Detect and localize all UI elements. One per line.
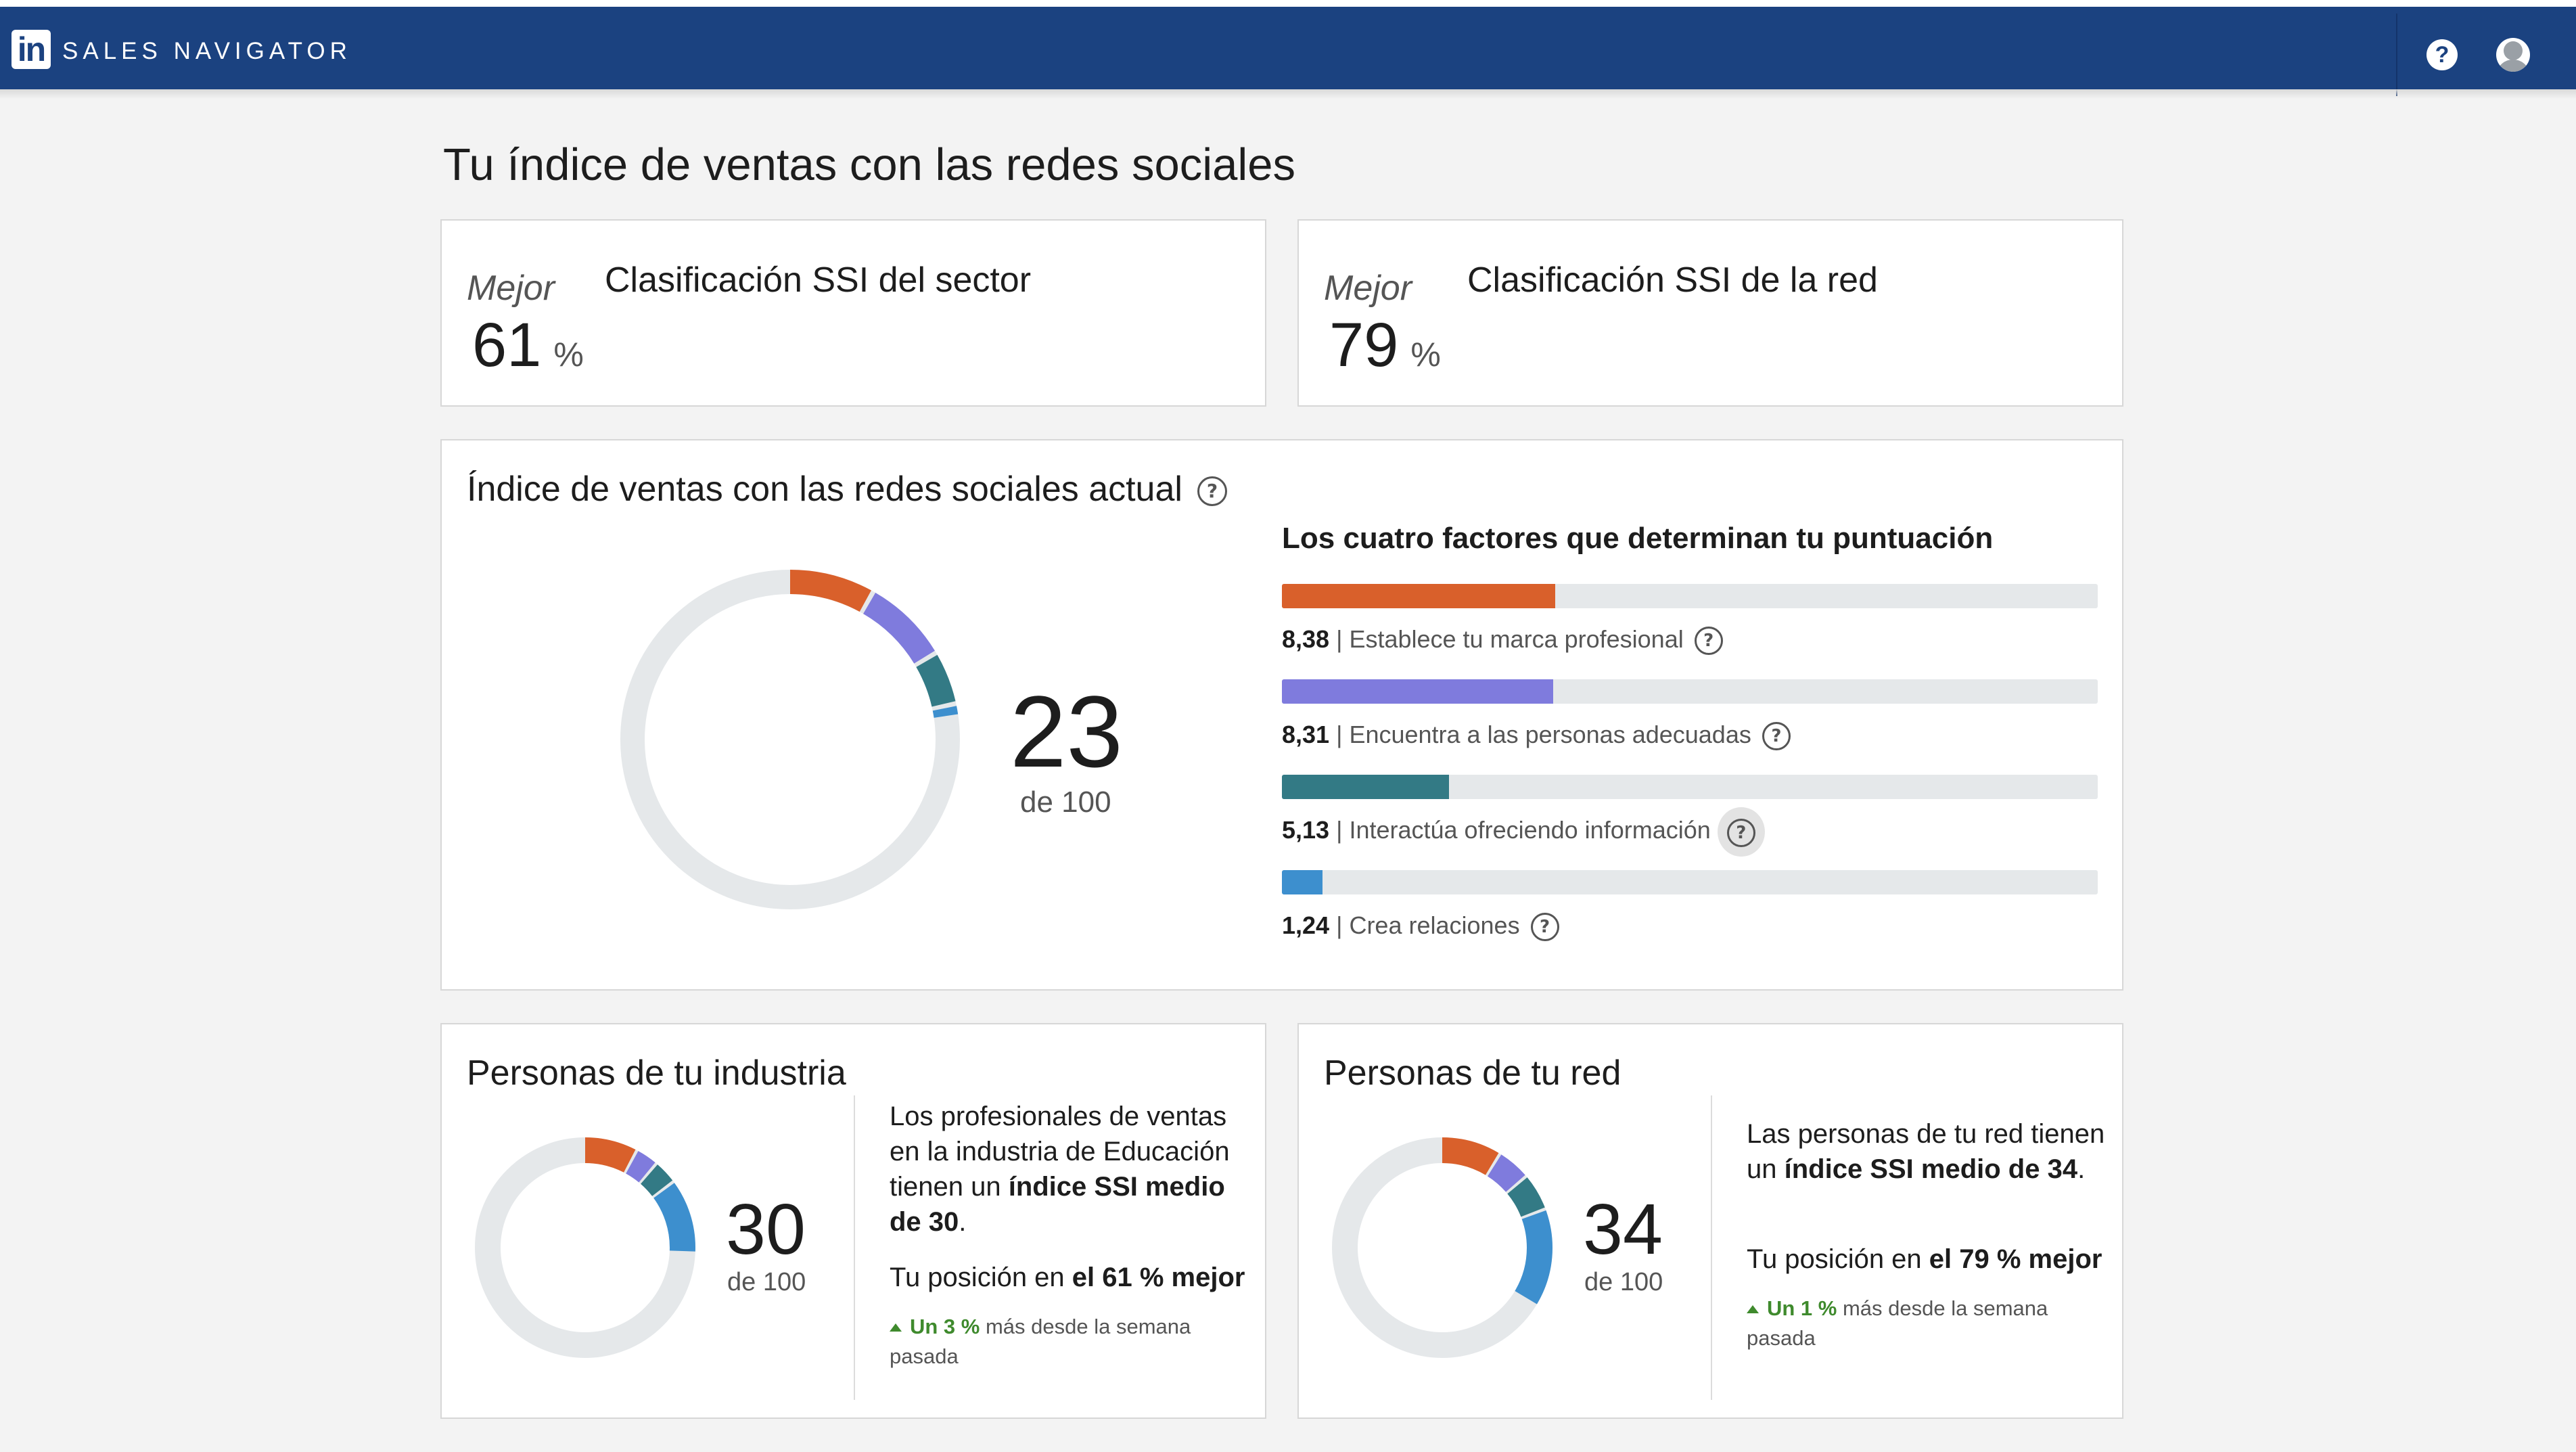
donut-segment-relate <box>475 1137 695 1358</box>
factor-label: 5,13 | Interactúa ofreciendo información… <box>1282 807 2098 857</box>
trend-up-icon <box>1747 1305 1759 1313</box>
network-pos-bold: el 79 % mejor <box>1929 1244 2102 1274</box>
factor-bar-fill <box>1282 584 1556 608</box>
industry-pos-bold: el 61 % mejor <box>1072 1263 1245 1292</box>
factor-name: | Encuentra a las personas adecuadas <box>1336 721 1751 748</box>
industry-score: 30 <box>726 1189 806 1269</box>
industry-trend: Un 3 % más desde la semana pasada <box>890 1312 1241 1371</box>
network-card: Personas de tu red 34 de 100 Las persona… <box>1297 1023 2123 1419</box>
divider <box>854 1095 855 1400</box>
sector-rank-unit: % <box>553 336 584 373</box>
page-title: Tu índice de ventas con las redes social… <box>443 139 1296 190</box>
network-score: 34 <box>1583 1189 1663 1269</box>
divider <box>1711 1095 1712 1400</box>
current-ssi-card: Índice de ventas con las redes sociales … <box>440 439 2123 991</box>
factor-bar-track <box>1282 584 2098 608</box>
factor-brand: 8,38 | Establece tu marca profesional? <box>1282 584 2098 656</box>
nav-shadow <box>0 89 2576 99</box>
ssi-donut-chart <box>620 570 960 909</box>
network-ranking-card: Mejor Clasificación SSI de la red 79% <box>1297 219 2123 407</box>
trend-text: más desde la semana pasada <box>890 1315 1191 1368</box>
sector-ranking-card: Mejor Clasificación SSI del sector 61% <box>440 219 1266 407</box>
factor-find: 8,31 | Encuentra a las personas adecuada… <box>1282 679 2098 751</box>
industry-card: Personas de tu industria 30 de 100 Los p… <box>440 1023 1266 1419</box>
question-icon[interactable]: ? <box>1726 819 1755 848</box>
network-score-out-of: de 100 <box>1584 1268 1663 1296</box>
question-icon[interactable]: ? <box>1530 913 1559 942</box>
factor-name: | Establece tu marca profesional <box>1336 625 1684 653</box>
factor-bar-track <box>1282 775 2098 799</box>
sector-rank-number: 61 <box>472 311 542 380</box>
factor-bar-fill <box>1282 679 1553 704</box>
donut-segment-brand <box>620 570 960 909</box>
current-ssi-title-text: Índice de ventas con las redes sociales … <box>467 470 1182 509</box>
network-rank-prefix: Mejor <box>1324 269 1412 308</box>
network-rank-unit: % <box>1410 336 1441 373</box>
factor-name: | Crea relaciones <box>1336 911 1520 939</box>
factors-title: Los cuatro factores que determinan tu pu… <box>1282 522 1994 555</box>
factor-bar-fill <box>1282 775 1450 799</box>
question-hover-highlight[interactable]: ? <box>1717 807 1765 857</box>
industry-desc-text: Los profesionales de ventas en la indust… <box>890 1102 1230 1202</box>
network-rank-value: 79% <box>1329 310 1441 381</box>
network-donut-chart <box>1332 1137 1552 1358</box>
trend-change: Un 3 % <box>910 1315 980 1338</box>
donut-segment-brand <box>475 1137 695 1358</box>
trend-text: más desde la semana pasada <box>1747 1296 2048 1350</box>
sector-rank-title: Clasificación SSI del sector <box>605 260 1032 300</box>
factor-bar-fill <box>1282 870 1322 894</box>
top-strip <box>0 0 2576 7</box>
sector-rank-value: 61% <box>472 310 584 381</box>
factor-value: 1,24 <box>1282 911 1330 939</box>
factor-value: 5,13 <box>1282 816 1330 844</box>
trend-up-icon <box>890 1323 902 1332</box>
industry-pos-text: Tu posición en <box>890 1263 1072 1292</box>
factor-value: 8,31 <box>1282 721 1330 748</box>
question-icon[interactable]: ? <box>1762 722 1791 751</box>
factor-engage: 5,13 | Interactúa ofreciendo información… <box>1282 775 2098 857</box>
factor-name: | Interactúa ofreciendo información <box>1336 816 1711 844</box>
industry-score-out-of: de 100 <box>727 1268 806 1296</box>
industry-title: Personas de tu industria <box>467 1053 846 1093</box>
factor-label: 8,38 | Establece tu marca profesional? <box>1282 625 2098 656</box>
top-navbar: in SALES NAVIGATOR ? <box>0 7 2576 96</box>
avatar[interactable] <box>2496 38 2530 72</box>
ssi-score: 23 <box>1010 675 1123 788</box>
sector-rank-prefix: Mejor <box>467 269 555 308</box>
factor-bar-track <box>1282 870 2098 894</box>
factor-relate: 1,24 | Crea relaciones? <box>1282 870 2098 942</box>
trend-change: Un 1 % <box>1767 1296 1837 1320</box>
factor-value: 8,38 <box>1282 625 1330 653</box>
industry-description: Los profesionales de ventas en la indust… <box>890 1099 1248 1240</box>
network-rank-title: Clasificación SSI de la red <box>1467 260 1878 300</box>
network-rank-number: 79 <box>1329 311 1399 380</box>
help-icon[interactable]: ? <box>2426 39 2458 70</box>
factor-label: 8,31 | Encuentra a las personas adecuada… <box>1282 720 2098 751</box>
industry-position: Tu posición en el 61 % mejor <box>890 1263 1245 1293</box>
avatar-body <box>2498 60 2529 72</box>
industry-desc-bold: índice SSI medio de 30 <box>890 1172 1225 1237</box>
donut-segment-brand <box>1332 1137 1552 1358</box>
ssi-score-out-of: de 100 <box>1020 786 1111 819</box>
network-desc-bold: índice SSI medio de 34 <box>1784 1154 2078 1184</box>
factor-bar-track <box>1282 679 2098 704</box>
network-desc-end: . <box>2077 1154 2086 1184</box>
nav-divider <box>2396 14 2397 96</box>
donut-segment-relate <box>1332 1137 1552 1358</box>
avatar-head <box>2504 41 2523 60</box>
question-icon[interactable]: ? <box>1694 627 1723 656</box>
network-description: Las personas de tu red tienen un índice … <box>1747 1116 2105 1187</box>
current-ssi-title: Índice de ventas con las redes sociales … <box>467 469 1227 509</box>
network-pos-text: Tu posición en <box>1747 1244 1929 1274</box>
app-name[interactable]: SALES NAVIGATOR <box>62 38 352 64</box>
industry-donut-chart <box>475 1137 695 1358</box>
network-desc-text: Las personas de tu red tienen un <box>1747 1119 2105 1184</box>
industry-desc-end: . <box>959 1207 967 1237</box>
network-trend: Un 1 % más desde la semana pasada <box>1747 1294 2098 1353</box>
factor-label: 1,24 | Crea relaciones? <box>1282 911 2098 942</box>
network-position: Tu posición en el 79 % mejor <box>1747 1244 2102 1275</box>
network-title: Personas de tu red <box>1324 1053 1622 1093</box>
question-icon[interactable]: ? <box>1197 476 1227 507</box>
linkedin-logo-icon[interactable]: in <box>12 30 51 69</box>
